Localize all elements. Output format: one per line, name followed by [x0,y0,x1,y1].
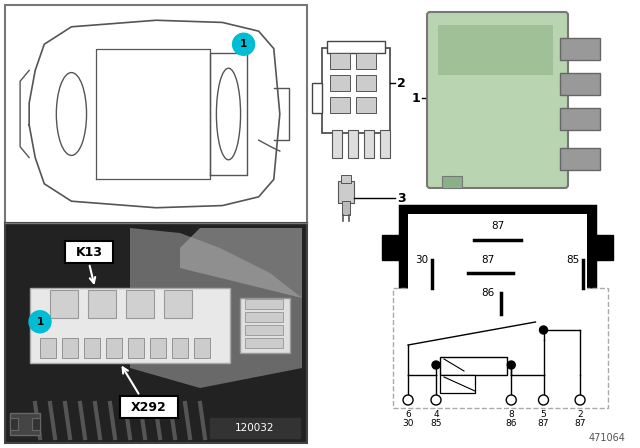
Text: 30: 30 [415,255,429,265]
Circle shape [29,311,51,333]
FancyBboxPatch shape [427,12,568,188]
Text: 87: 87 [491,221,504,231]
Bar [5,223,307,443]
Bar [245,338,283,348]
Bar [356,97,376,113]
Text: 86: 86 [481,289,494,298]
Bar [65,241,113,263]
Text: 87: 87 [538,418,549,427]
Bar [341,175,351,183]
Bar [332,130,342,158]
Bar [10,418,18,430]
Text: 6: 6 [405,409,411,418]
Bar [322,48,390,133]
Text: 2: 2 [397,77,406,90]
Circle shape [540,326,547,334]
Bar [10,413,40,435]
Text: 4: 4 [433,409,439,418]
Bar [560,108,600,130]
Circle shape [232,33,255,55]
Bar [164,290,192,318]
Bar [330,53,350,69]
Polygon shape [180,228,302,298]
Text: 1: 1 [412,92,420,105]
Polygon shape [130,228,302,388]
Bar [393,288,608,408]
Bar [438,25,553,75]
Circle shape [431,395,441,405]
Text: 1: 1 [240,39,247,49]
Text: 8: 8 [508,409,514,418]
Bar [330,75,350,91]
Text: 85: 85 [430,418,442,427]
Text: 1: 1 [36,317,44,327]
Bar [560,73,600,95]
Bar [32,418,40,430]
Bar [440,357,508,375]
Bar [40,338,56,358]
Text: 30: 30 [403,418,414,427]
Bar [382,235,400,260]
Bar [338,181,354,203]
Text: 85: 85 [566,255,580,265]
Text: 2: 2 [577,409,583,418]
Bar [30,288,230,363]
Bar [194,338,210,358]
Bar [356,53,376,69]
Bar [440,375,475,393]
Bar [128,338,144,358]
Text: 5: 5 [541,409,547,418]
Bar [595,235,613,260]
Text: 87: 87 [481,255,494,265]
Circle shape [432,361,440,369]
Bar [560,148,600,170]
Text: 3: 3 [397,191,406,204]
Circle shape [506,395,516,405]
Bar [172,338,188,358]
Bar [400,206,595,318]
Text: 86: 86 [506,418,517,427]
Bar [348,130,358,158]
Bar [312,83,322,113]
Bar [327,41,385,53]
Bar [210,418,300,438]
Circle shape [508,361,515,369]
Bar [560,38,600,60]
Bar [50,290,78,318]
Bar [126,290,154,318]
Bar [245,312,283,322]
Bar [62,338,78,358]
Bar [240,298,290,353]
Text: 87: 87 [574,418,586,427]
Bar [5,5,307,223]
Bar [408,214,587,310]
Bar [442,176,462,188]
Text: 120032: 120032 [236,423,275,433]
Circle shape [538,395,548,405]
Bar [342,201,350,215]
Bar [364,130,374,158]
Bar [84,338,100,358]
Bar [150,338,166,358]
Bar [106,338,122,358]
Text: 471064: 471064 [588,433,625,443]
Circle shape [575,395,585,405]
Bar [330,97,350,113]
Circle shape [403,395,413,405]
Bar [120,396,178,418]
Bar [245,325,283,335]
Bar [245,299,283,309]
Bar [380,130,390,158]
Text: X292: X292 [131,401,167,414]
Text: K13: K13 [76,246,102,258]
Bar [88,290,116,318]
Bar [356,75,376,91]
